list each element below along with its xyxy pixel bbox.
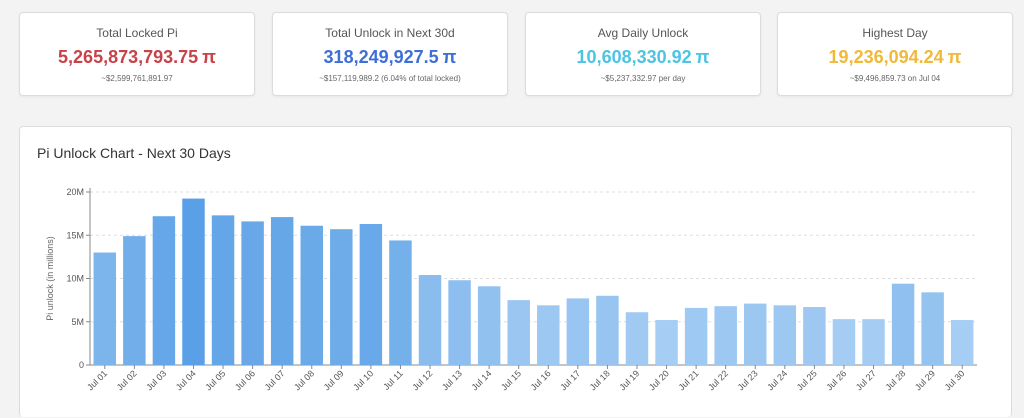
bar-jul-26 [832, 319, 856, 365]
bar-jul-30 [950, 320, 974, 365]
card-title: Avg Daily Unlock [597, 26, 689, 40]
x-tick-label: Jul 09 [322, 368, 346, 392]
bar-jul-19 [625, 312, 649, 365]
bar-jul-28 [891, 283, 915, 365]
card-value: 10,608,330.92 π [576, 47, 710, 67]
bar-jul-03 [152, 216, 176, 365]
x-tick-label: Jul 02 [115, 368, 139, 392]
chart-title: Pi Unlock Chart - Next 30 Days [37, 145, 231, 161]
x-tick-label: Jul 28 [883, 368, 907, 392]
x-tick-label: Jul 29 [913, 368, 937, 392]
y-axis-label: Pi unlock (in millions) [45, 236, 55, 321]
bar-jul-22 [714, 306, 737, 365]
stat-card-highest-day: Highest Day 19,236,094.24 π ~$9,496,859.7… [777, 12, 1013, 96]
pi-symbol: π [947, 47, 962, 67]
x-tick-label: Jul 13 [440, 368, 464, 392]
card-value: 19,236,094.24 π [828, 47, 962, 67]
card-value: 5,265,873,793.75 π [58, 47, 216, 67]
card-subtext: ~$157,119,989.2 (6.04% of total locked) [319, 74, 461, 83]
card-subtext: ~$2,599,761,891.97 [101, 74, 173, 83]
y-tick-label: 20M [66, 187, 84, 197]
x-tick-label: Jul 20 [647, 368, 671, 392]
bar-jul-02 [123, 236, 146, 365]
x-tick-label: Jul 16 [529, 368, 553, 392]
bar-jul-20 [655, 320, 678, 365]
bar-jul-13 [448, 280, 471, 365]
bar-jul-14 [477, 286, 501, 365]
x-tick-label: Jul 04 [174, 368, 198, 392]
x-tick-label: Jul 01 [85, 368, 109, 392]
x-tick-label: Jul 11 [381, 368, 405, 392]
bar-jul-11 [389, 240, 412, 365]
x-tick-label: Jul 03 [144, 368, 168, 392]
bar-jul-12 [418, 275, 442, 365]
y-tick-label: 10M [66, 274, 84, 284]
x-tick-label: Jul 15 [499, 368, 523, 392]
bar-jul-05 [211, 215, 235, 365]
x-tick-label: Jul 12 [410, 368, 434, 392]
x-tick-label: Jul 21 [676, 368, 700, 392]
y-tick-label: 0 [79, 360, 84, 370]
x-tick-label: Jul 26 [824, 368, 848, 392]
bar-jul-21 [684, 307, 708, 365]
x-tick-label: Jul 17 [558, 368, 582, 392]
chart-card: Pi Unlock Chart - Next 30 Days 0 5M 10M 15M… [19, 126, 1012, 417]
card-value: 318,249,927.5 π [323, 47, 457, 67]
bar-jul-06 [241, 221, 264, 365]
y-tick-label: 5M [71, 317, 84, 327]
bar-jul-29 [921, 292, 944, 365]
x-tick-label: Jul 06 [233, 368, 257, 392]
x-tick-label: Jul 07 [263, 368, 287, 392]
card-subtext: ~$5,237,332.97 per day [600, 74, 686, 83]
bar-jul-18 [596, 295, 619, 365]
bar-jul-25 [803, 307, 826, 365]
bar-jul-15 [507, 300, 530, 365]
x-tick-label: Jul 27 [854, 368, 878, 392]
pi-symbol: π [202, 47, 216, 67]
bar-jul-01 [93, 252, 117, 365]
bar-jul-24 [773, 305, 797, 365]
x-tick-label: Jul 22 [706, 368, 730, 392]
stat-card-total-unlock: Total Unlock in Next 30d 318,249,927.5 π … [272, 12, 508, 96]
bar-jul-27 [862, 319, 885, 365]
pi-symbol: π [442, 47, 457, 67]
x-tick-label: Jul 05 [203, 368, 227, 392]
card-subtext: ~$9,496,859.73 on Jul 04 [849, 74, 941, 83]
stat-card-total-locked: Total Locked Pi 5,265,873,793.75 π ~$2,59… [19, 12, 255, 96]
y-tick-label: 15M [66, 230, 84, 240]
stat-card-avg-daily: Avg Daily Unlock 10,608,330.92 π ~$5,237,… [525, 12, 761, 96]
bar-jul-16 [537, 305, 560, 365]
x-tick-label: Jul 19 [617, 368, 641, 392]
bar-jul-07 [270, 217, 294, 365]
x-tick-label: Jul 25 [795, 368, 819, 392]
bar-jul-10 [359, 224, 383, 365]
x-tick-label: Jul 24 [765, 368, 789, 392]
card-title: Highest Day [862, 26, 928, 40]
x-tick-label: Jul 18 [588, 368, 612, 392]
bar-jul-17 [566, 298, 590, 365]
bar-jul-09 [330, 229, 353, 365]
card-title: Total Unlock in Next 30d [325, 26, 455, 40]
card-title: Total Locked Pi [96, 26, 178, 40]
pi-symbol: π [695, 47, 710, 67]
bar-jul-08 [300, 225, 323, 365]
bar-jul-04 [182, 198, 205, 365]
bar-jul-23 [744, 303, 767, 365]
x-tick-label: Jul 23 [736, 368, 760, 392]
x-tick-label: Jul 10 [351, 368, 375, 392]
x-tick-label: Jul 08 [292, 368, 316, 392]
unlock-bar-chart: 0 5M 10M 15M 20M Pi unlock (in millions) Jul 0… [45, 187, 977, 392]
x-tick-label: Jul 14 [470, 368, 494, 392]
x-tick-label: Jul 30 [943, 368, 967, 392]
